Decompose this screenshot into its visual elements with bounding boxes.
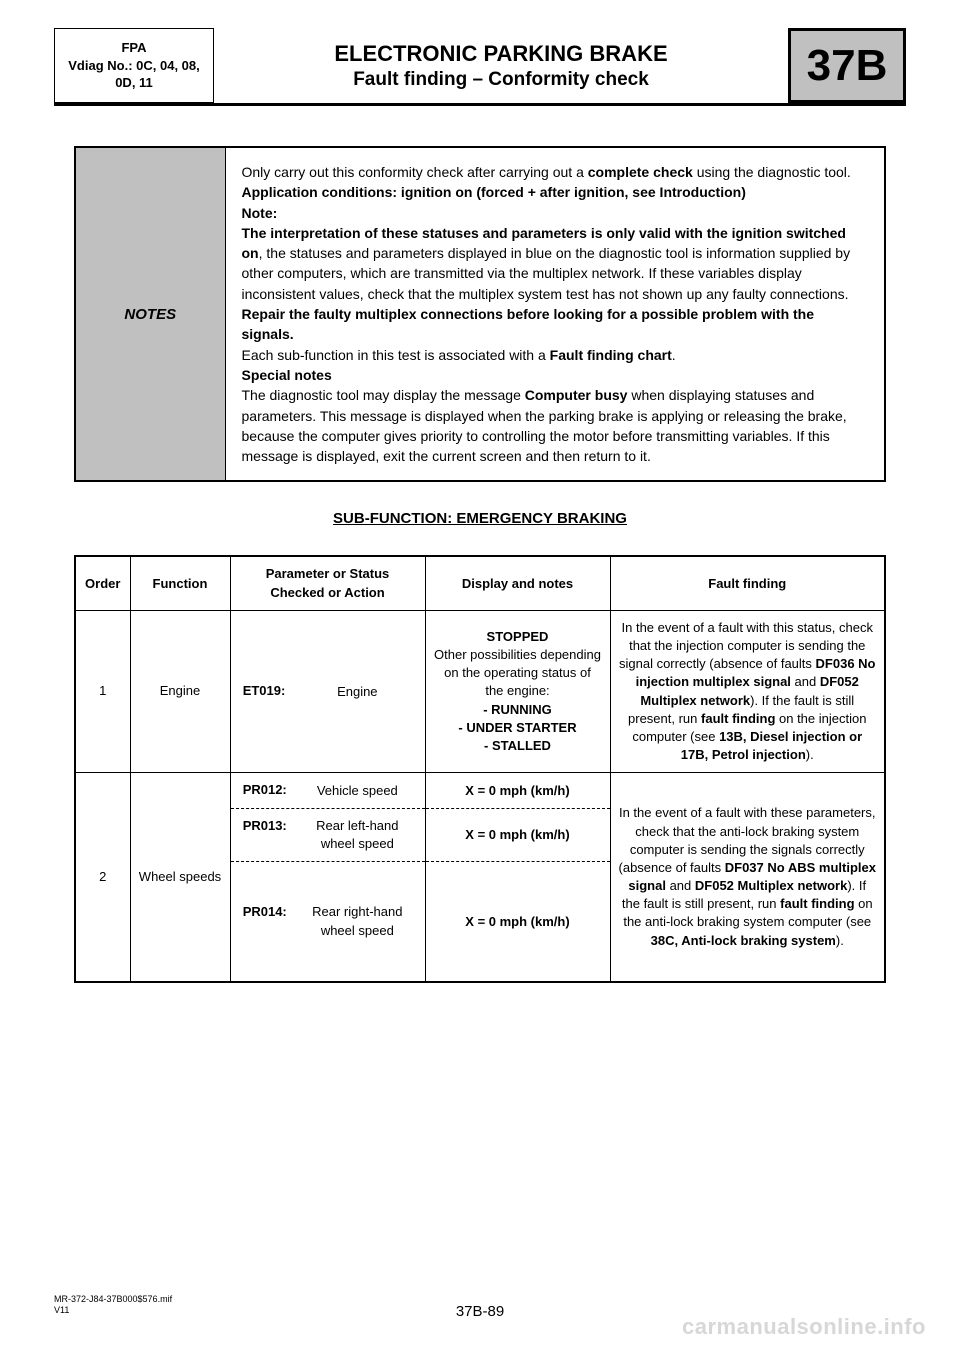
r2-order: 2	[75, 773, 130, 982]
r2-disp-1: X = 0 mph (km/h)	[425, 773, 610, 809]
r2-p2-code: PR013:	[243, 817, 299, 835]
r2-disp-3-text: X = 0 mph (km/h)	[465, 914, 569, 929]
r1-display: STOPPEDOther possibilities depending on …	[425, 610, 610, 773]
r2-disp-2: X = 0 mph (km/h)	[425, 808, 610, 861]
r1-param-code: ET019:	[243, 682, 299, 700]
r2-disp-1-text: X = 0 mph (km/h)	[465, 783, 569, 798]
r2-param-2: PR013: Rear left-hand wheel speed	[230, 808, 425, 861]
table-row-2a: 2 Wheel speeds PR012: Vehicle speed X = …	[75, 773, 885, 809]
r1-param-desc: Engine	[302, 683, 412, 701]
th-order: Order	[75, 556, 130, 610]
watermark: carmanualsonline.info	[682, 1314, 926, 1340]
r2-disp-3: X = 0 mph (km/h)	[425, 862, 610, 982]
r2-fault: In the event of a fault with these param…	[610, 773, 885, 982]
conformity-table: Order Function Parameter or Status Check…	[74, 555, 886, 982]
r2-function: Wheel speeds	[130, 773, 230, 982]
r1-fault: In the event of a fault with this status…	[610, 610, 885, 773]
header-left-box: FPA Vdiag No.: 0C, 04, 08, 0D, 11	[54, 28, 214, 103]
r1-function: Engine	[130, 610, 230, 773]
r1-order: 1	[75, 610, 130, 773]
table-row-1: 1 Engine ET019: Engine STOPPEDOther poss…	[75, 610, 885, 773]
header-title-block: ELECTRONIC PARKING BRAKE Fault finding –…	[214, 28, 788, 103]
r2-param-1: PR012: Vehicle speed	[230, 773, 425, 809]
subfunction-heading: SUB-FUNCTION: EMERGENCY BRAKING	[74, 510, 886, 527]
notes-label: NOTES	[75, 147, 225, 481]
th-param: Parameter or Status Checked or Action	[230, 556, 425, 610]
page-header: FPA Vdiag No.: 0C, 04, 08, 0D, 11 ELECTR…	[54, 28, 906, 106]
r1-param: ET019: Engine	[230, 610, 425, 773]
header-vdiag-2: 0D, 11	[115, 74, 153, 92]
r2-p3-code: PR014:	[243, 903, 299, 921]
r2-disp-2-text: X = 0 mph (km/h)	[465, 827, 569, 842]
r2-p1-desc: Vehicle speed	[302, 782, 412, 800]
header-title: ELECTRONIC PARKING BRAKE	[214, 41, 788, 67]
th-display: Display and notes	[425, 556, 610, 610]
r2-p3-desc: Rear right-hand wheel speed	[302, 903, 412, 939]
r2-param-3: PR014: Rear right-hand wheel speed	[230, 862, 425, 982]
r2-p2-desc: Rear left-hand wheel speed	[302, 817, 412, 853]
page: FPA Vdiag No.: 0C, 04, 08, 0D, 11 ELECTR…	[54, 28, 906, 983]
header-vdiag-1: Vdiag No.: 0C, 04, 08,	[68, 57, 200, 75]
table-header-row: Order Function Parameter or Status Check…	[75, 556, 885, 610]
th-function: Function	[130, 556, 230, 610]
header-subtitle: Fault finding – Conformity check	[214, 69, 788, 91]
r2-p1-code: PR012:	[243, 781, 299, 799]
notes-body: Only carry out this conformity check aft…	[225, 147, 885, 481]
th-fault: Fault finding	[610, 556, 885, 610]
section-badge: 37B	[788, 28, 906, 103]
content: NOTES Only carry out this conformity che…	[74, 146, 886, 983]
notes-box: NOTES Only carry out this conformity che…	[74, 146, 886, 482]
header-fpa: FPA	[121, 39, 146, 57]
